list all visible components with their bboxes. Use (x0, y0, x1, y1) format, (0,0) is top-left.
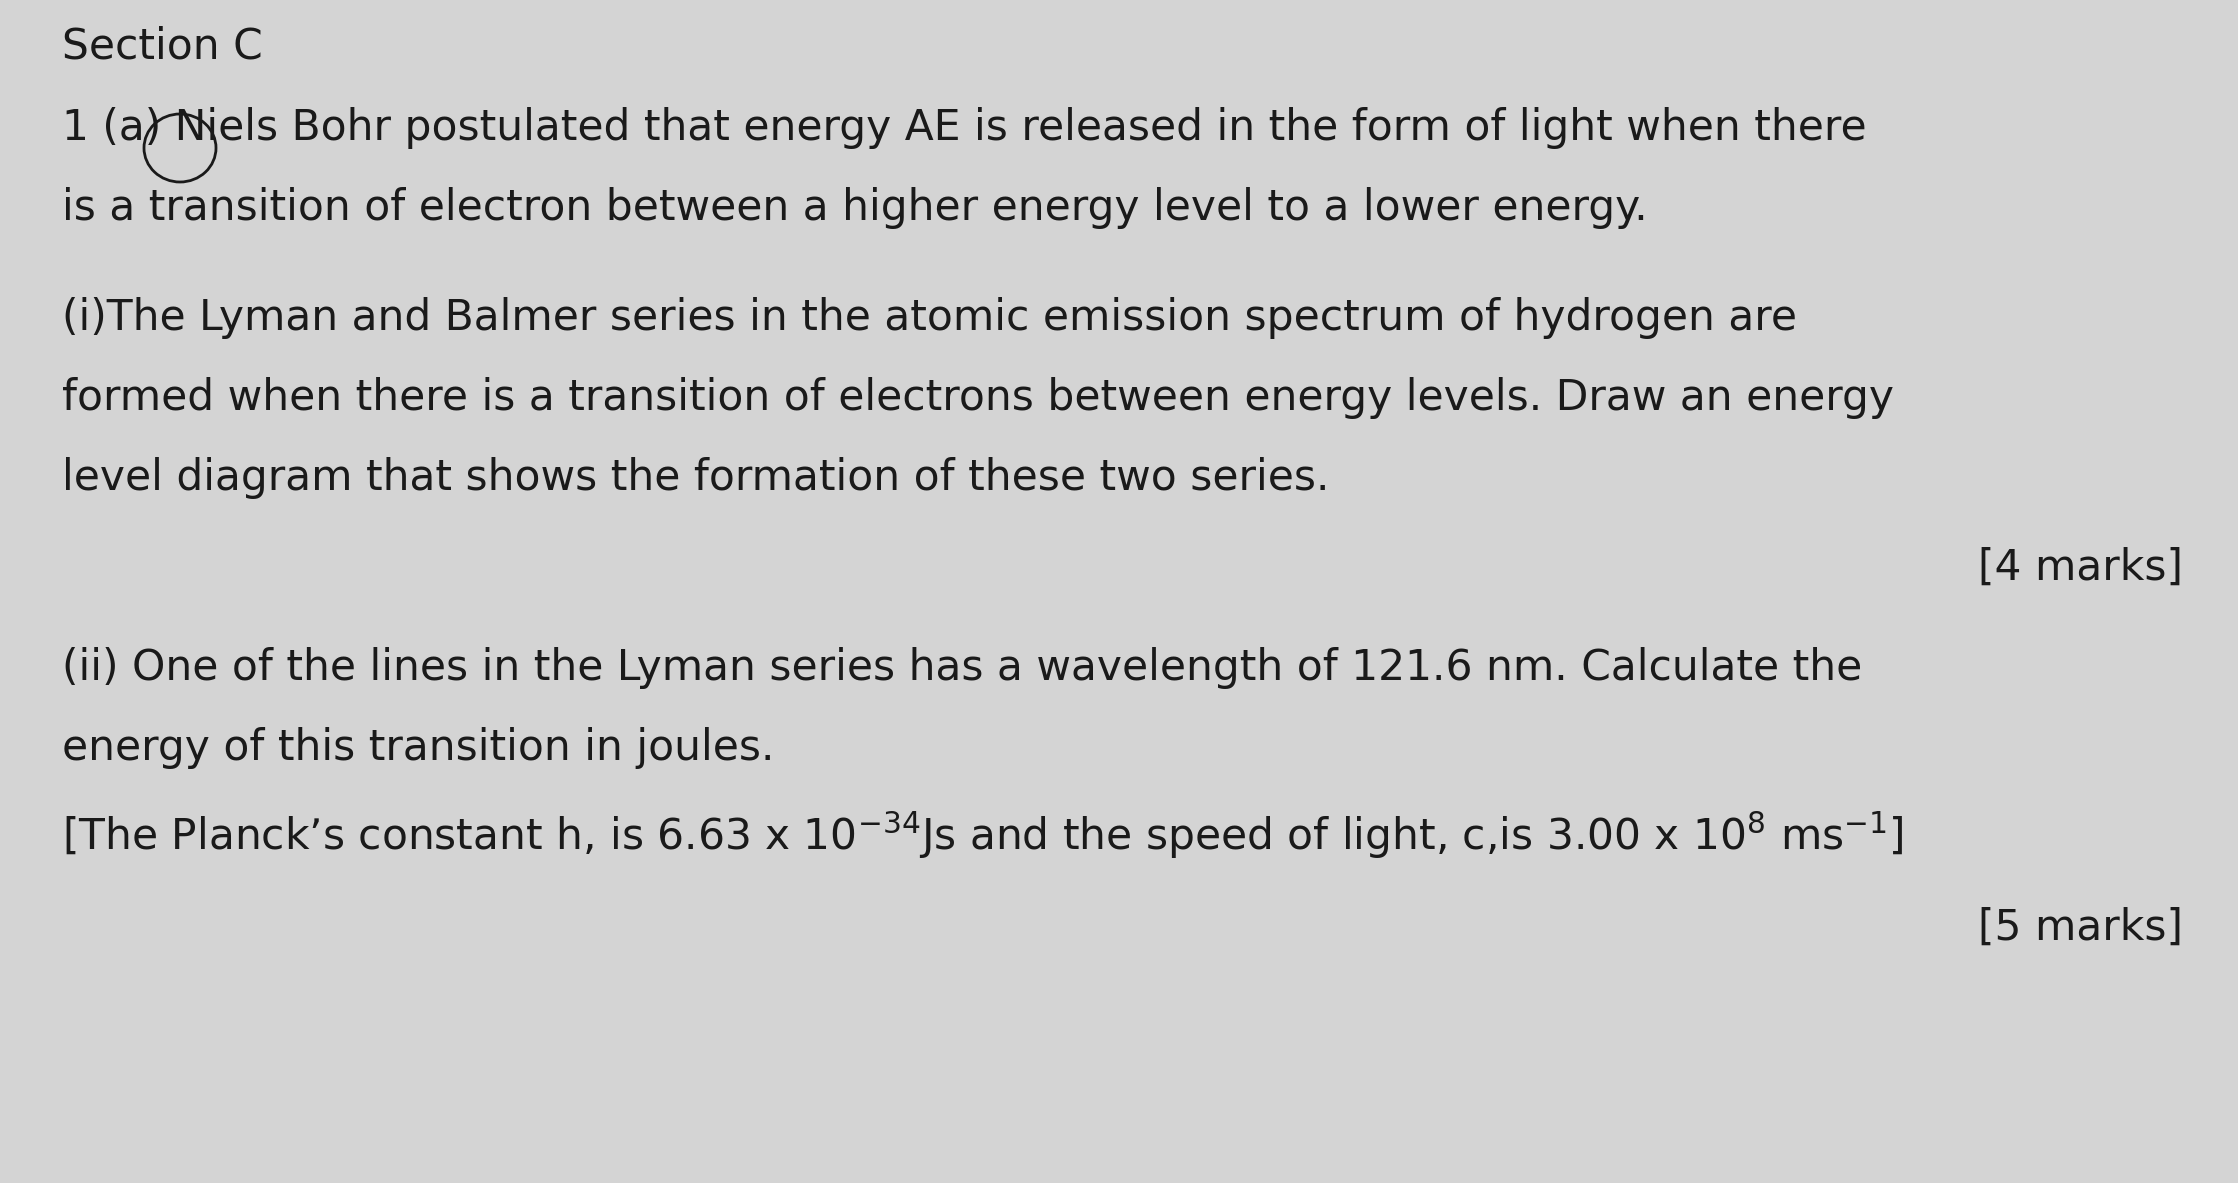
Text: Section C: Section C (63, 25, 262, 67)
Text: [5 marks]: [5 marks] (1978, 907, 2182, 949)
Text: [The Planck’s constant h, is 6.63 x 10$^{-34}$Js and the speed of light, c,is 3.: [The Planck’s constant h, is 6.63 x 10$^… (63, 809, 1905, 861)
Text: (ii) One of the lines in the Lyman series has a wavelength of 121.6 nm. Calculat: (ii) One of the lines in the Lyman serie… (63, 647, 1862, 689)
Text: 1 (a) Niels Bohr postulated that energy AE is released in the form of light when: 1 (a) Niels Bohr postulated that energy … (63, 106, 1866, 149)
Text: is a transition of electron between a higher energy level to a lower energy.: is a transition of electron between a hi… (63, 187, 1647, 230)
Text: [4 marks]: [4 marks] (1978, 547, 2182, 589)
Text: energy of this transition in joules.: energy of this transition in joules. (63, 728, 774, 769)
Text: formed when there is a transition of electrons between energy levels. Draw an en: formed when there is a transition of ele… (63, 377, 1893, 419)
Text: level diagram that shows the formation of these two series.: level diagram that shows the formation o… (63, 457, 1329, 499)
Text: (i)The Lyman and Balmer series in the atomic emission spectrum of hydrogen are: (i)The Lyman and Balmer series in the at… (63, 297, 1797, 340)
